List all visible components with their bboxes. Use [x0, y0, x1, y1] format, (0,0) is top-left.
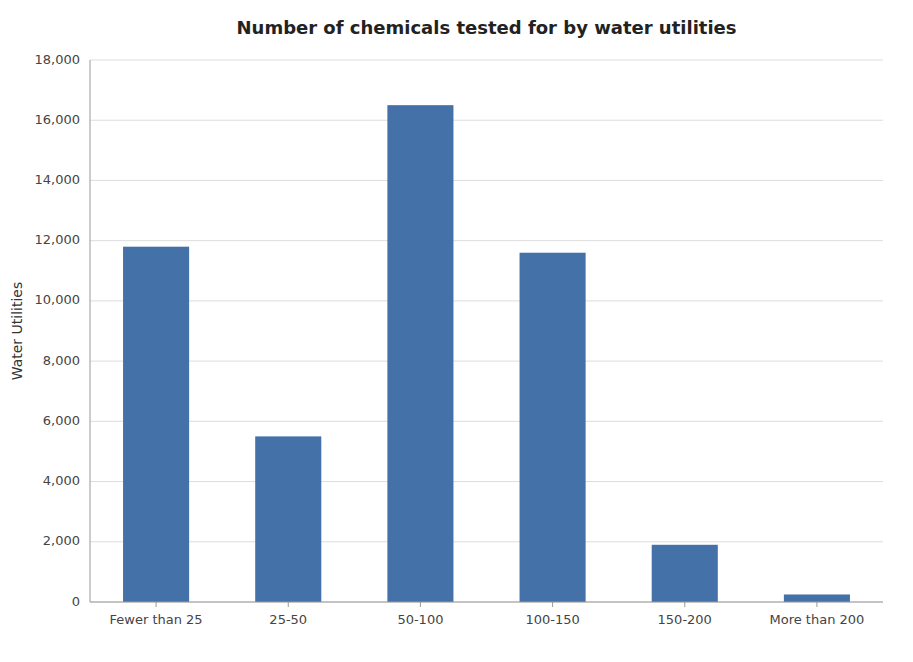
page: {"chart_data": {"type": "bar", "title": … [0, 0, 913, 662]
y-tick-label: 14,000 [35, 172, 81, 187]
grid-line [90, 60, 883, 61]
x-tick-label: Fewer than 25 [110, 612, 203, 627]
x-tick [816, 602, 817, 607]
x-tick [420, 602, 421, 607]
x-tick-label: 50-100 [397, 612, 443, 627]
y-tick-label: 18,000 [35, 52, 81, 67]
grid-line [90, 361, 883, 362]
grid-line [90, 240, 883, 241]
y-axis-line [90, 60, 91, 602]
grid-line [90, 421, 883, 422]
x-axis-line [90, 602, 883, 603]
bar [520, 253, 586, 602]
x-tick [288, 602, 289, 607]
x-tick-label: 100-150 [525, 612, 579, 627]
x-tick [684, 602, 685, 607]
bar [784, 594, 850, 602]
y-tick-label: 10,000 [35, 292, 81, 307]
y-tick-label: 16,000 [35, 112, 81, 127]
grid [90, 60, 883, 602]
bars [123, 105, 850, 602]
title: Number of chemicals tested for by water … [237, 17, 737, 38]
x-tick-label: More than 200 [769, 612, 864, 627]
grid-line [90, 541, 883, 542]
x-tick [552, 602, 553, 607]
x-tick-label: 150-200 [658, 612, 712, 627]
y-tick-label: 2,000 [43, 533, 80, 548]
y-axis: 0 2,000 4,000 6,000 8,000 10,000 12,000 14,000 1… [35, 52, 81, 609]
bar [387, 105, 453, 602]
y-axis-label: Water Utilities [9, 282, 25, 381]
y-tick-label: 6,000 [43, 413, 80, 428]
x-tick [156, 602, 157, 607]
x-axis: Fewer than 25 25-50 50-100 100-150 150-200 Mo… [110, 602, 865, 627]
grid-line [90, 602, 883, 603]
bar [255, 436, 321, 602]
grid-line [90, 180, 883, 181]
grid-line [90, 481, 883, 482]
y-tick-label: 4,000 [43, 473, 80, 488]
bar [123, 247, 189, 602]
y-tick-label: 8,000 [43, 353, 80, 368]
chart-svg: 0 2,000 4,000 6,000 8,000 10,000 12,000 14,000 1… [0, 0, 913, 662]
bar [652, 545, 718, 602]
y-tick-label: 0 [72, 594, 80, 609]
y-tick-label: 12,000 [35, 232, 81, 247]
x-tick-label: 25-50 [269, 612, 307, 627]
grid-line [90, 120, 883, 121]
chart-container: 0 2,000 4,000 6,000 8,000 10,000 12,000 14,000 1… [0, 0, 913, 662]
grid-line [90, 300, 883, 301]
